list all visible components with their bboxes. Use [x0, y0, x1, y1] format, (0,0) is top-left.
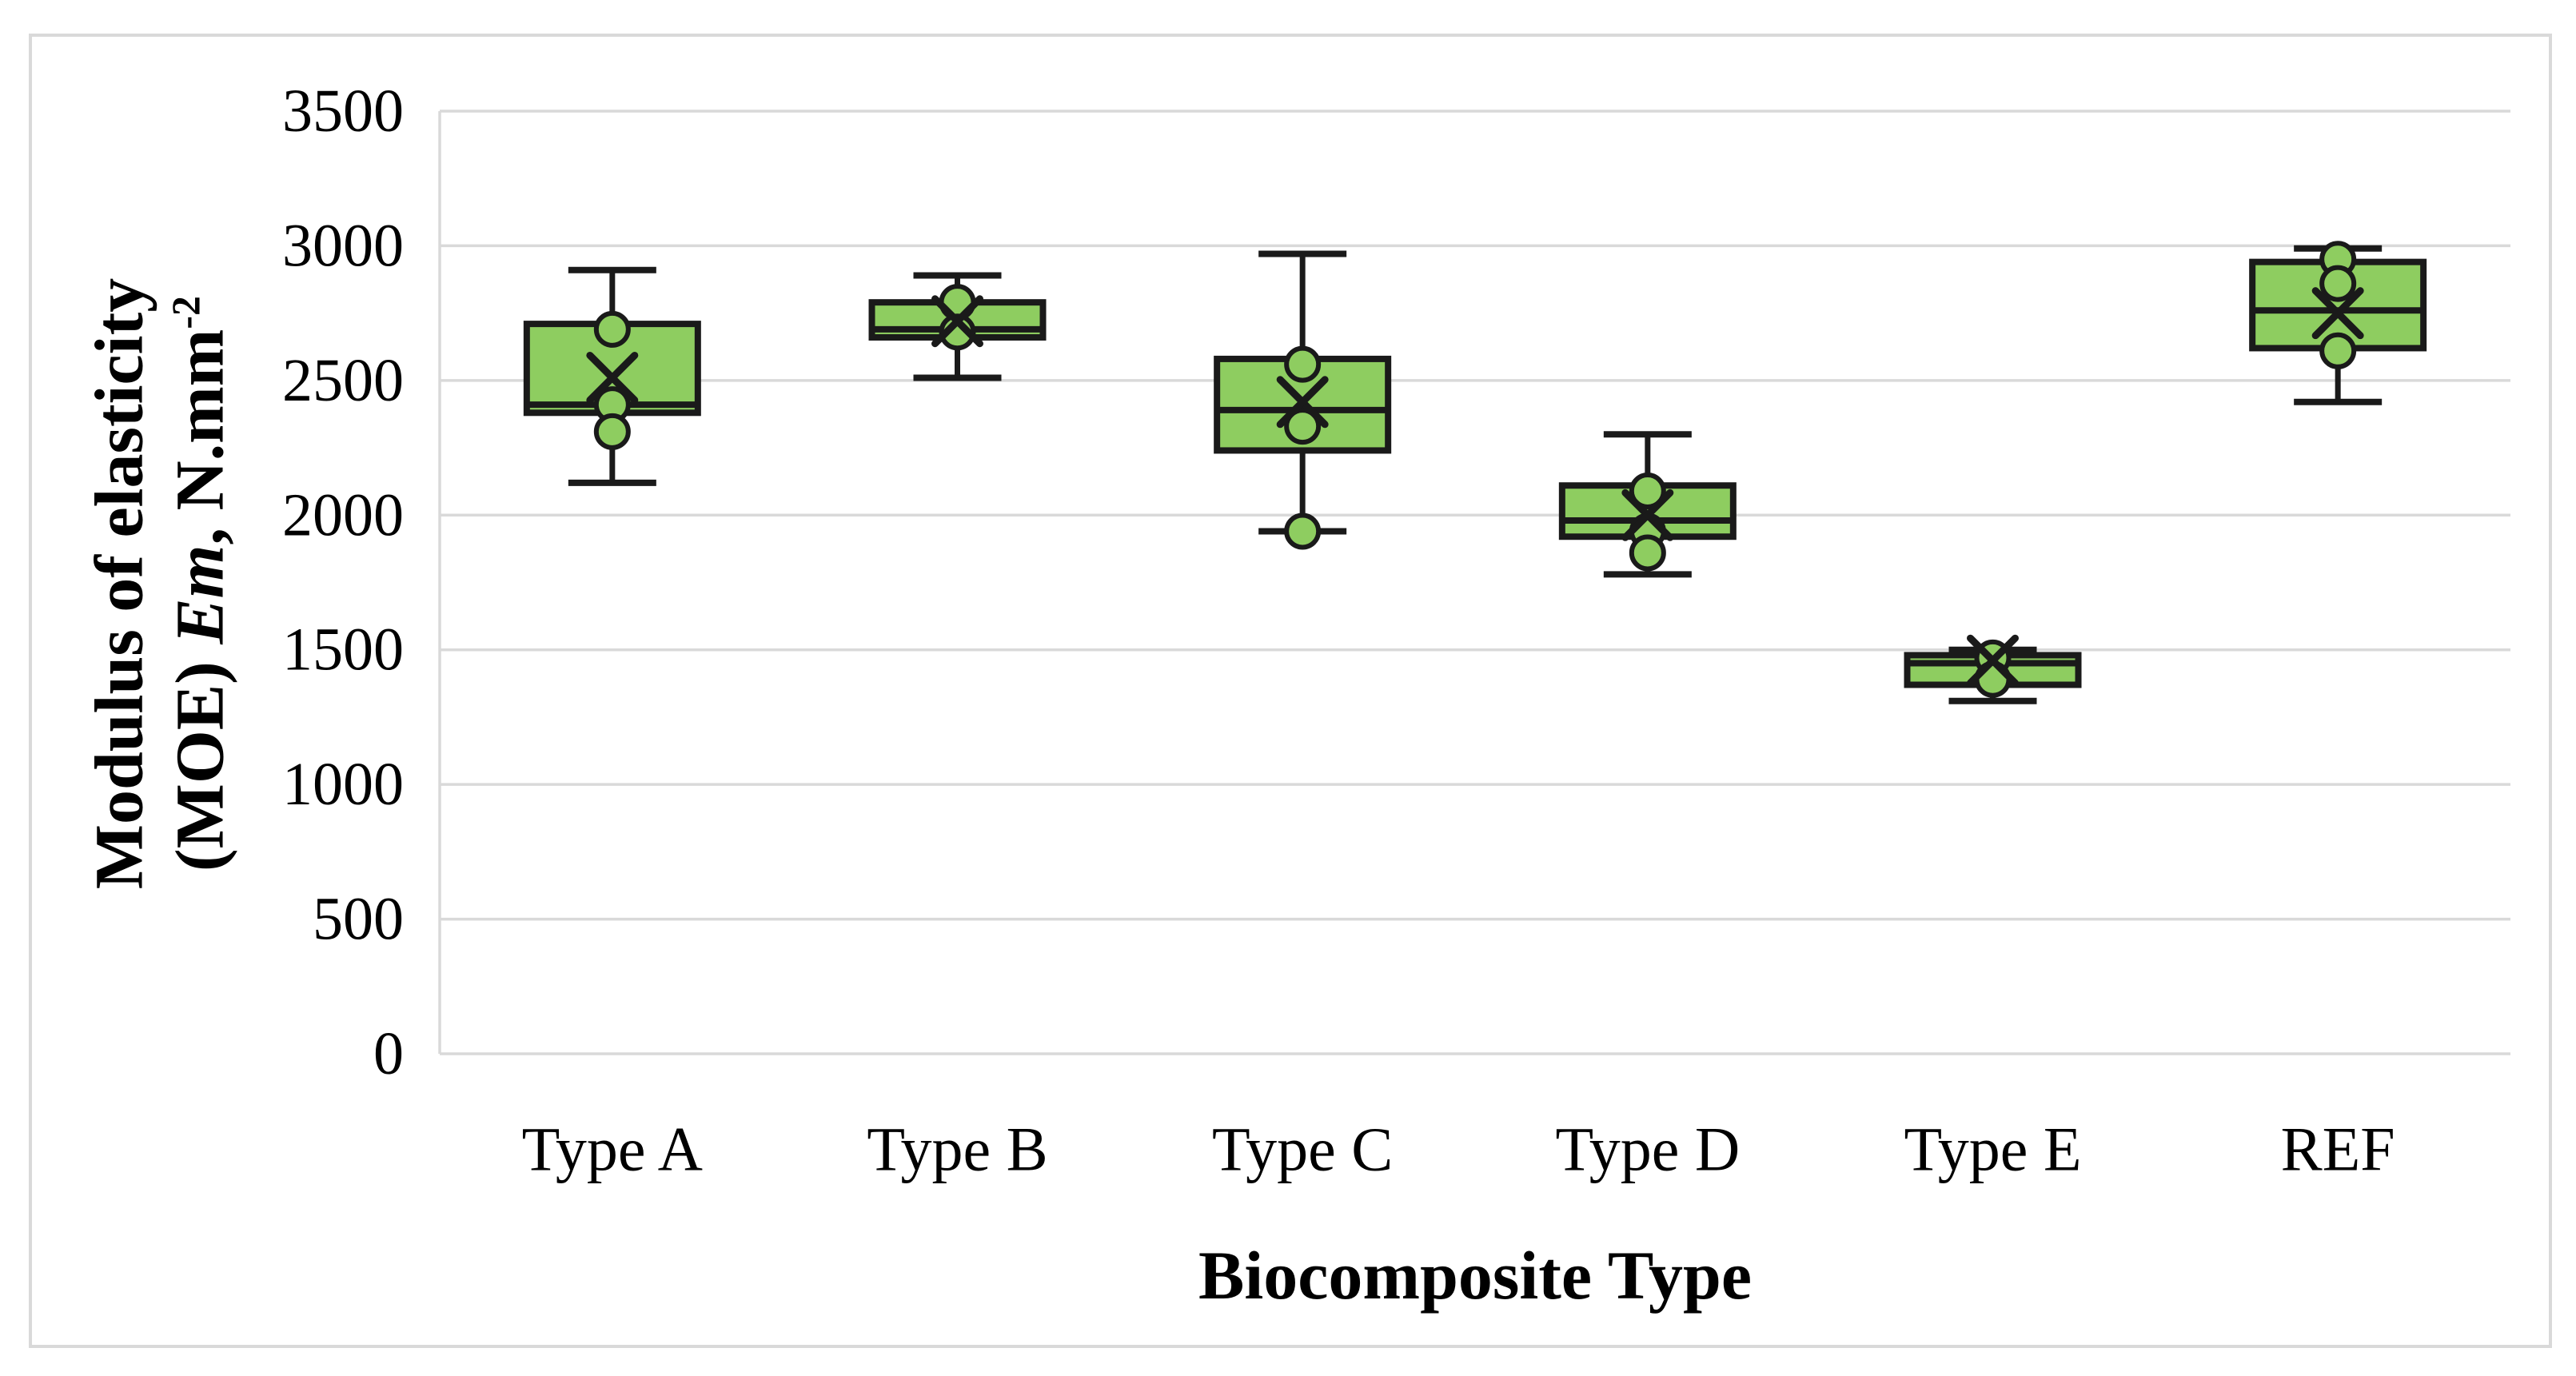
- data-point: [939, 313, 976, 351]
- x-category-label: REF: [2281, 1115, 2395, 1184]
- figure-border: [29, 34, 2552, 1348]
- y-tick-label: 0: [373, 1020, 404, 1087]
- y-axis-title: Modulus of elasticity (MOE) Em, N.mm-2: [79, 278, 241, 889]
- mean-marker: [2311, 287, 2364, 340]
- mean-marker: [931, 295, 983, 348]
- x-category-label: Type A: [522, 1115, 703, 1184]
- y-axis-title-line2: (MOE) Em, N.mm-2: [161, 296, 238, 871]
- data-point: [593, 413, 631, 450]
- y-axis-title-line1: Modulus of elasticity: [80, 277, 158, 890]
- em-symbol: Em: [161, 544, 238, 644]
- mean-marker: [1621, 489, 1674, 541]
- y-tick-label: 3500: [282, 78, 404, 145]
- data-point: [1629, 472, 1666, 509]
- y-tick-label: 1500: [282, 616, 404, 684]
- y-tick-label: 500: [313, 886, 404, 953]
- superscript-exponent: -2: [164, 296, 209, 329]
- y-tick-label: 2500: [282, 347, 404, 414]
- data-point: [1629, 534, 1666, 572]
- x-axis-title: Biocomposite Type: [1198, 1237, 1752, 1314]
- data-point: [2319, 265, 2357, 302]
- data-point: [2319, 332, 2357, 369]
- y-tick-label: 2000: [282, 481, 404, 548]
- mean-marker: [586, 351, 639, 404]
- x-category-label: Type C: [1212, 1115, 1393, 1184]
- data-point: [1284, 513, 1322, 550]
- y-tick-label: 1000: [282, 751, 404, 818]
- data-point: [593, 310, 631, 348]
- mean-marker: [1276, 376, 1329, 429]
- x-category-label: Type B: [867, 1115, 1047, 1184]
- mean-marker: [1967, 634, 2019, 687]
- x-category-label: Type D: [1556, 1115, 1741, 1184]
- data-point: [1284, 408, 1322, 445]
- x-category-label: Type E: [1904, 1115, 2082, 1184]
- data-point: [1284, 345, 1322, 383]
- y-tick-label: 3000: [282, 212, 404, 279]
